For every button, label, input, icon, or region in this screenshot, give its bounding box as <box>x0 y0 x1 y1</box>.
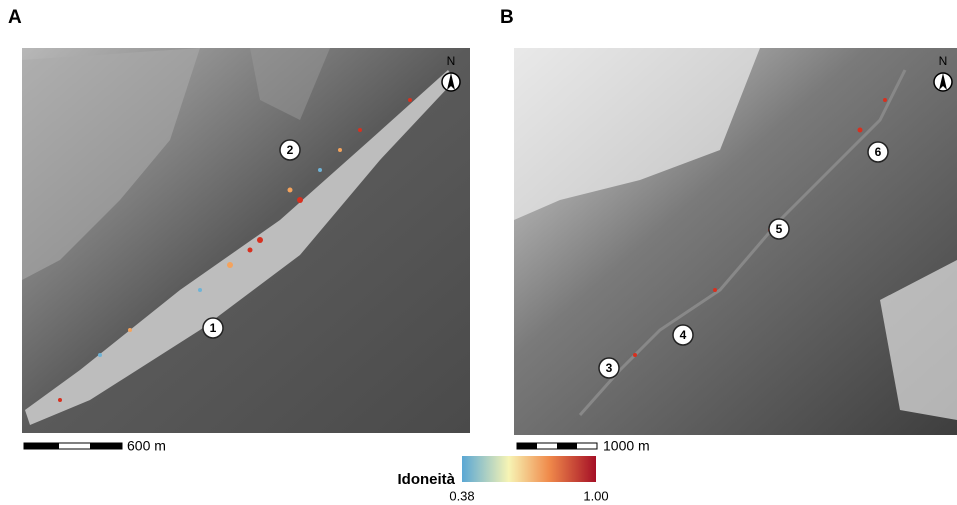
panel-label: A <box>8 7 22 28</box>
site-marker: 1 <box>203 318 223 338</box>
colorbar <box>462 456 596 482</box>
legend: Idoneità 0.38 1.00 <box>397 456 608 503</box>
scale-bar: 1000 m <box>517 438 650 454</box>
map-a <box>22 48 470 433</box>
label: 6 <box>875 145 882 159</box>
site-marker: 3 <box>599 358 619 378</box>
site-marker: 2 <box>280 140 300 160</box>
legend-max: 1.00 <box>583 488 608 503</box>
panel-label: B <box>500 7 514 28</box>
label: 1000 m <box>603 438 650 454</box>
site-marker: 4 <box>673 325 693 345</box>
label: N <box>939 54 948 68</box>
scale-bar: 600 m <box>24 438 166 454</box>
legend-min: 0.38 <box>449 488 474 503</box>
label: 5 <box>776 222 783 236</box>
label: N <box>447 54 456 68</box>
label: 3 <box>606 361 613 375</box>
map-b <box>514 48 957 435</box>
legend-title: Idoneità <box>397 471 455 488</box>
label: 600 m <box>127 438 166 454</box>
label: 4 <box>680 328 687 342</box>
label: 2 <box>287 143 294 157</box>
site-marker: 5 <box>769 219 789 239</box>
site-marker: 6 <box>868 142 888 162</box>
label: 1 <box>210 321 217 335</box>
figure: A 1 2 N 600 m B 3 4 5 6 N <box>0 0 957 505</box>
